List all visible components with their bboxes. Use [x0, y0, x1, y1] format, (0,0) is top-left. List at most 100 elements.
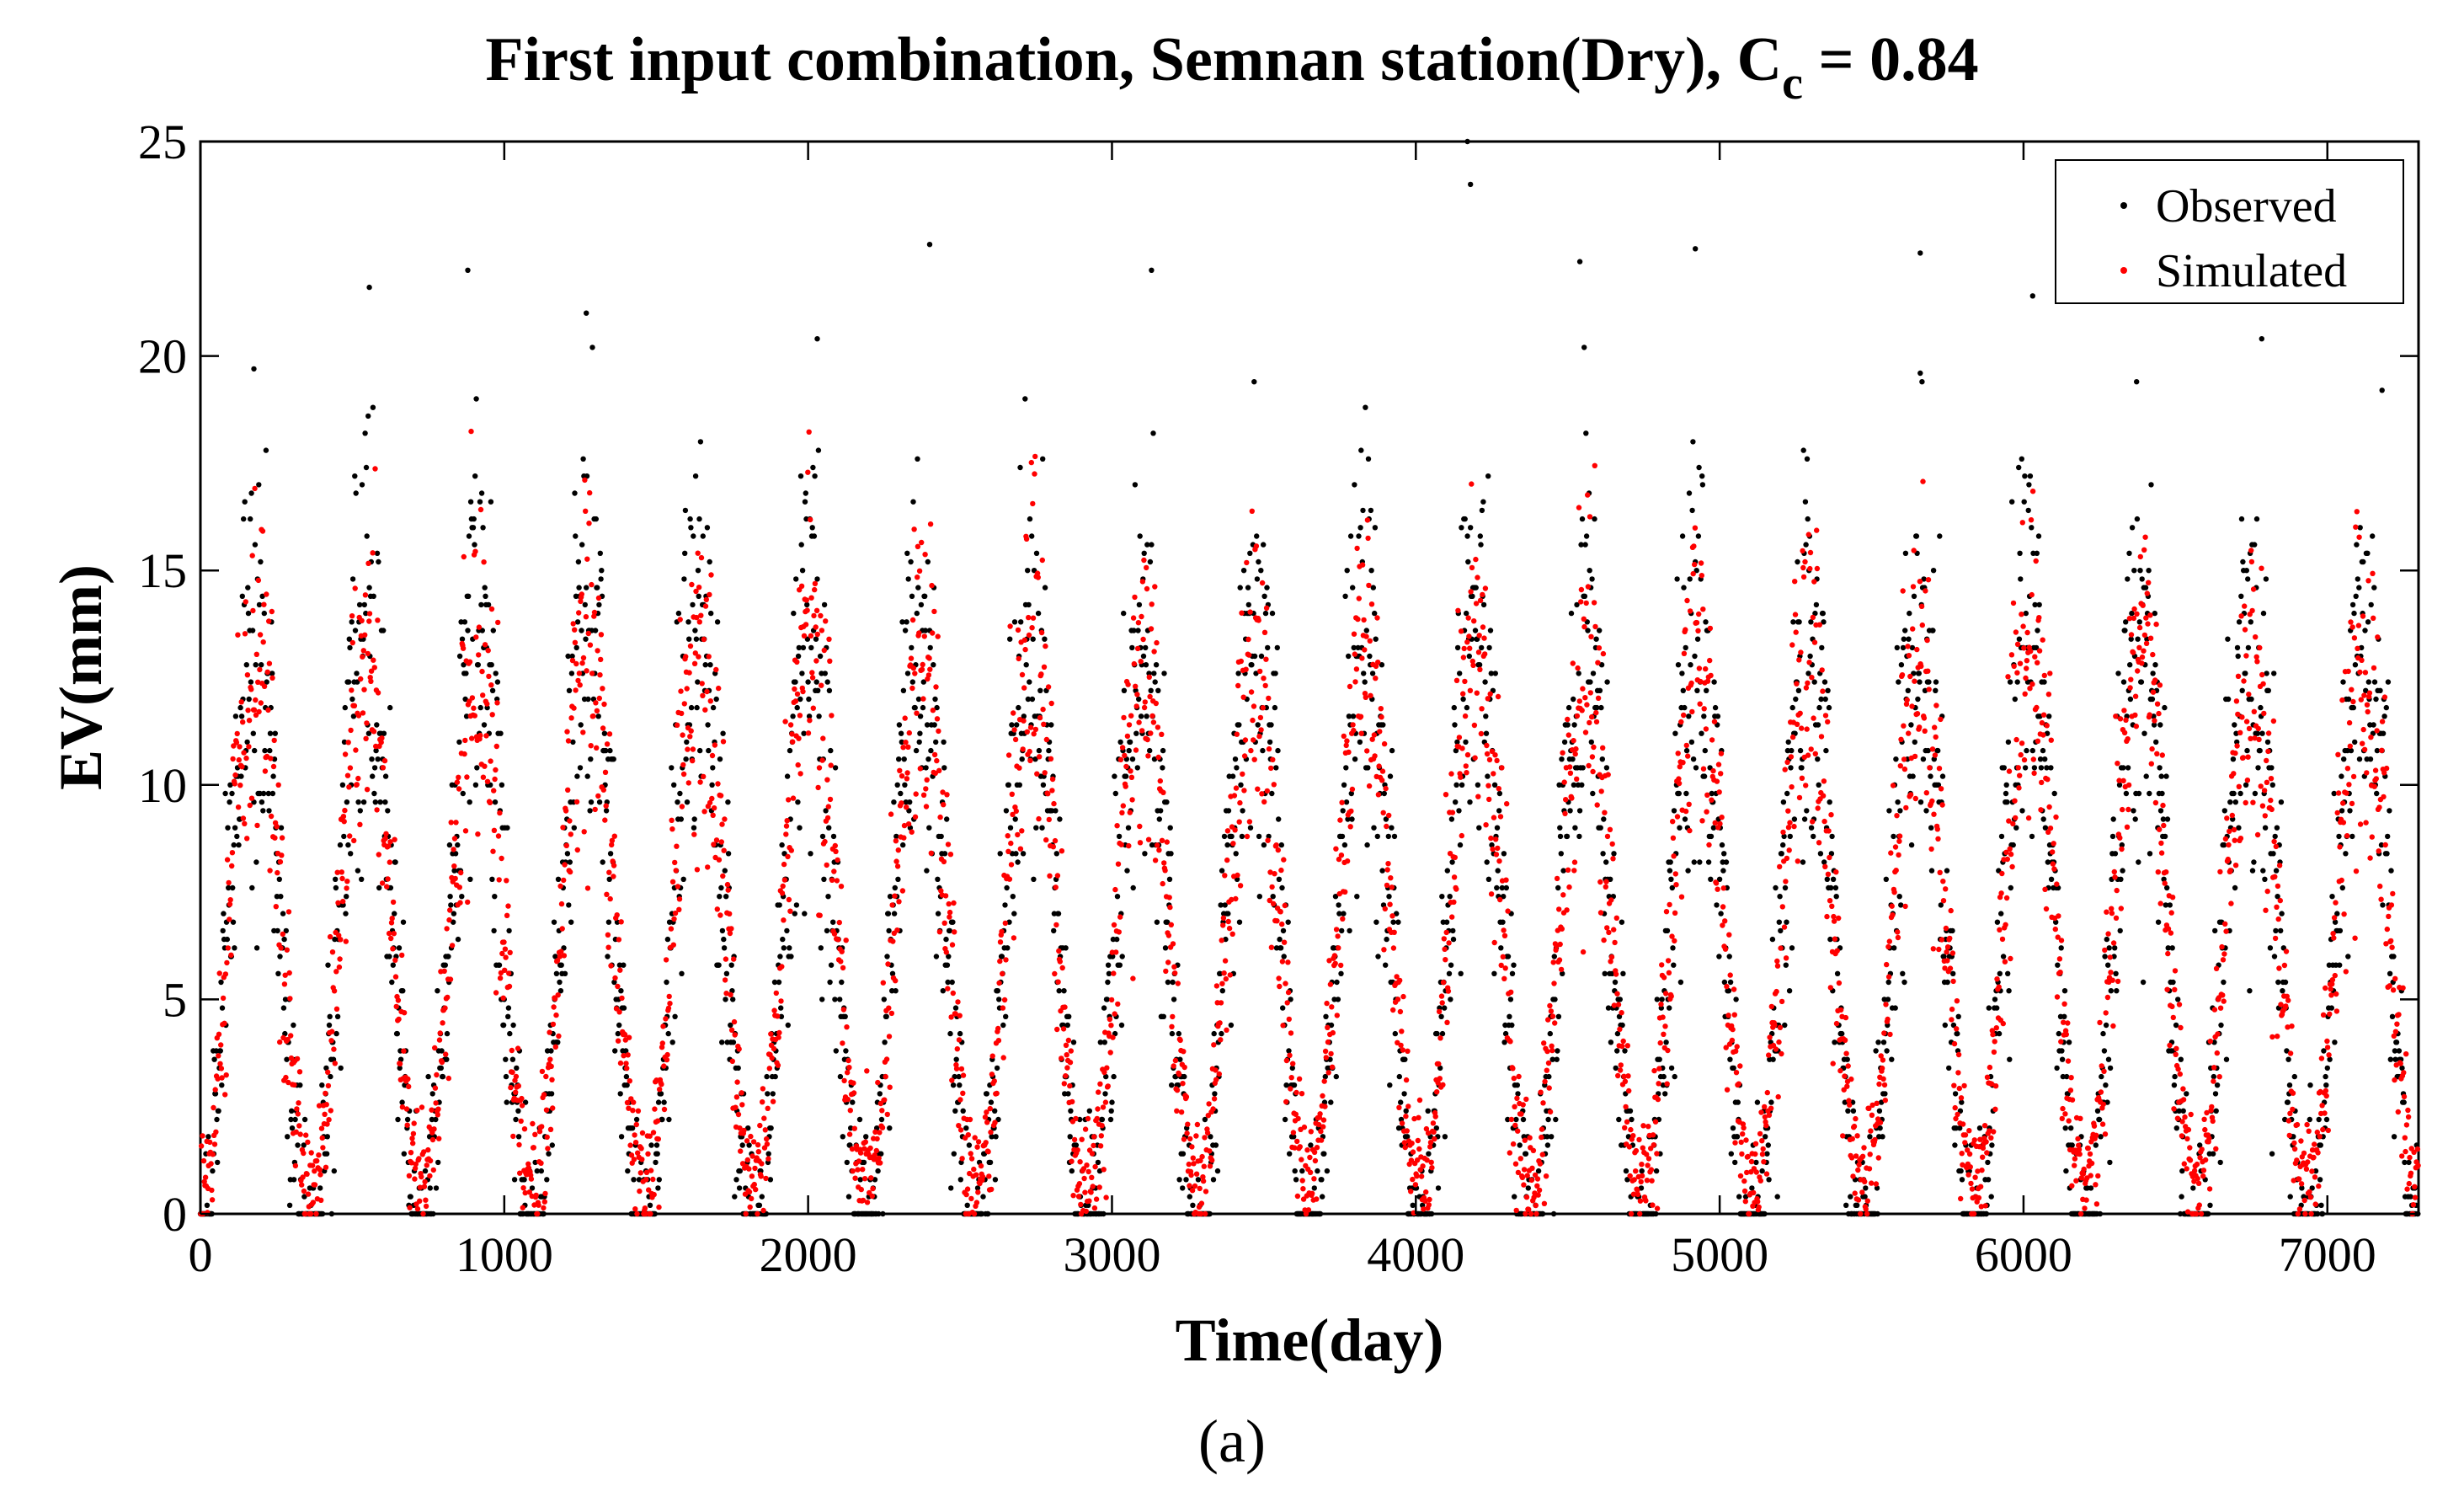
point-simulated — [1000, 1005, 1006, 1011]
point-observed — [693, 636, 700, 642]
point-observed — [947, 1030, 953, 1037]
point-simulated — [255, 679, 261, 685]
point-observed — [791, 610, 797, 617]
point-observed — [1254, 533, 1260, 539]
point-observed — [1938, 902, 1944, 908]
point-simulated — [555, 992, 561, 998]
point-simulated — [1008, 862, 1015, 868]
point-observed — [2408, 1194, 2413, 1200]
point-simulated — [323, 1102, 329, 1108]
point-simulated — [484, 778, 491, 784]
point-observed — [229, 790, 235, 797]
point-observed — [2393, 1039, 2400, 1045]
point-simulated — [441, 968, 447, 975]
point-simulated — [220, 995, 227, 1002]
point-observed — [1027, 516, 1033, 522]
point-observed — [1875, 1039, 1881, 1045]
point-observed — [1357, 525, 1363, 531]
point-simulated — [513, 1089, 519, 1095]
point-observed — [376, 884, 382, 891]
point-simulated — [770, 1098, 776, 1104]
point-simulated — [988, 1129, 994, 1136]
point-observed — [1661, 1073, 1667, 1080]
point-simulated — [412, 1165, 419, 1172]
point-observed — [1025, 568, 1031, 574]
point-simulated — [880, 980, 887, 986]
point-simulated — [422, 1178, 428, 1185]
point-observed — [2017, 550, 2023, 556]
point-observed — [1622, 1048, 1628, 1054]
point-observed — [496, 962, 503, 968]
point-simulated — [651, 1191, 657, 1198]
point-observed — [1777, 894, 1783, 900]
point-simulated — [336, 964, 343, 970]
point-observed — [1390, 919, 1396, 925]
point-simulated — [669, 817, 675, 823]
point-observed — [1167, 825, 1173, 831]
point-simulated — [331, 1046, 337, 1052]
point-simulated — [341, 819, 347, 825]
point-simulated — [435, 1112, 440, 1118]
point-observed — [2347, 808, 2353, 814]
point-observed — [691, 816, 697, 822]
point-simulated — [541, 1205, 547, 1211]
point-observed — [725, 851, 732, 857]
point-observed — [1020, 851, 1027, 857]
point-simulated — [920, 696, 926, 702]
point-simulated — [423, 1197, 429, 1203]
point-observed — [1226, 773, 1232, 779]
point-observed — [1219, 1030, 1224, 1037]
point-observed — [1710, 825, 1717, 831]
point-observed — [722, 868, 728, 874]
point-observed — [1671, 962, 1677, 968]
point-observed — [2099, 1073, 2104, 1080]
point-simulated — [903, 740, 909, 746]
point-simulated — [414, 1205, 421, 1212]
point-observed — [1383, 816, 1389, 822]
point-observed — [1339, 927, 1345, 934]
point-simulated — [202, 1174, 209, 1180]
point-simulated — [759, 1161, 765, 1167]
point-observed — [1959, 1099, 1965, 1105]
point-simulated — [582, 477, 588, 484]
point-simulated — [518, 1118, 524, 1125]
point-observed — [992, 1177, 999, 1183]
point-simulated — [251, 707, 258, 713]
point-observed — [2179, 1194, 2184, 1200]
point-observed — [1730, 1125, 1736, 1131]
point-observed — [220, 927, 226, 934]
point-observed — [1720, 868, 1726, 874]
point-simulated — [709, 795, 715, 802]
point-simulated — [870, 1185, 876, 1192]
point-observed — [1016, 782, 1023, 788]
point-simulated — [781, 877, 788, 883]
point-simulated — [624, 1066, 630, 1071]
point-observed — [1501, 851, 1507, 857]
point-observed — [1466, 653, 1473, 660]
point-simulated — [719, 821, 725, 827]
point-observed — [1116, 833, 1123, 840]
point-observed — [1123, 773, 1129, 779]
point-observed — [1117, 739, 1123, 746]
point-observed — [1677, 979, 1684, 986]
point-observed — [289, 1108, 295, 1114]
point-observed — [679, 970, 685, 977]
point-simulated — [572, 627, 578, 633]
point-simulated — [752, 1165, 758, 1172]
point-observed — [553, 970, 560, 977]
point-observed — [364, 533, 370, 539]
point-observed — [2103, 1082, 2109, 1088]
point-observed — [828, 747, 834, 754]
point-observed — [569, 653, 575, 660]
point-simulated — [967, 1116, 973, 1123]
point-observed — [778, 1005, 784, 1011]
point-observed — [2044, 765, 2050, 771]
point-observed — [723, 894, 729, 900]
point-simulated — [436, 1136, 442, 1141]
point-observed — [427, 1185, 433, 1191]
point-observed — [1581, 593, 1588, 599]
point-observed — [1686, 490, 1693, 496]
point-observed — [1324, 1168, 1331, 1174]
point-simulated — [272, 835, 278, 841]
point-observed — [1462, 516, 1468, 522]
